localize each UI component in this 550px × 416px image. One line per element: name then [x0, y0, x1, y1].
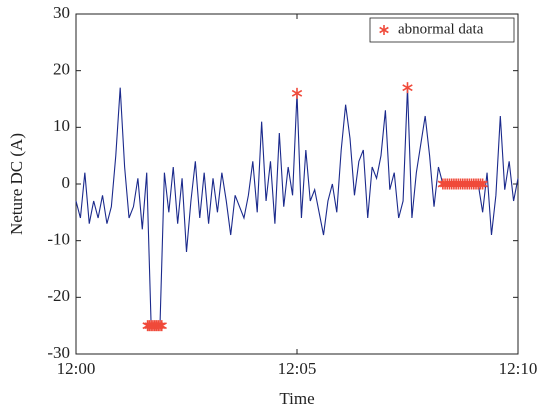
y-tick-label: 20: [53, 60, 70, 79]
legend-marker: [379, 25, 389, 35]
star-stroke: [473, 180, 484, 188]
legend-box: [369, 17, 515, 43]
abnormal-marker: [156, 320, 167, 332]
x-tick-label: 12:05: [278, 359, 317, 378]
y-tick-label: -30: [47, 343, 70, 362]
star-stroke: [475, 180, 486, 188]
abnormal-marker: [291, 87, 303, 99]
legend-label: abnormal data: [398, 21, 484, 37]
abnormal-marker: [402, 82, 413, 94]
star-stroke: [477, 180, 488, 188]
star-stroke: [379, 26, 389, 34]
x-tick-label: 12:00: [57, 359, 96, 378]
star-stroke: [291, 89, 303, 97]
y-tick-label: 10: [53, 116, 70, 135]
abnormal-marker: [154, 320, 166, 332]
y-axis-label: Neture DC (A): [7, 133, 26, 235]
abnormal-marker: [477, 178, 488, 190]
data-line: [75, 87, 519, 327]
y-tick-label: -20: [47, 286, 70, 305]
abnormal-marker: [475, 178, 486, 190]
star-stroke: [402, 84, 413, 92]
star-stroke: [154, 322, 166, 330]
star-stroke: [156, 322, 167, 330]
y-tick-label: -10: [47, 230, 70, 249]
abnormal-marker: [473, 178, 484, 190]
x-tick-label: 12:10: [499, 359, 538, 378]
x-axis-label: Time: [279, 389, 314, 408]
y-tick-label: 30: [53, 3, 70, 22]
y-tick-label: 0: [62, 173, 71, 192]
